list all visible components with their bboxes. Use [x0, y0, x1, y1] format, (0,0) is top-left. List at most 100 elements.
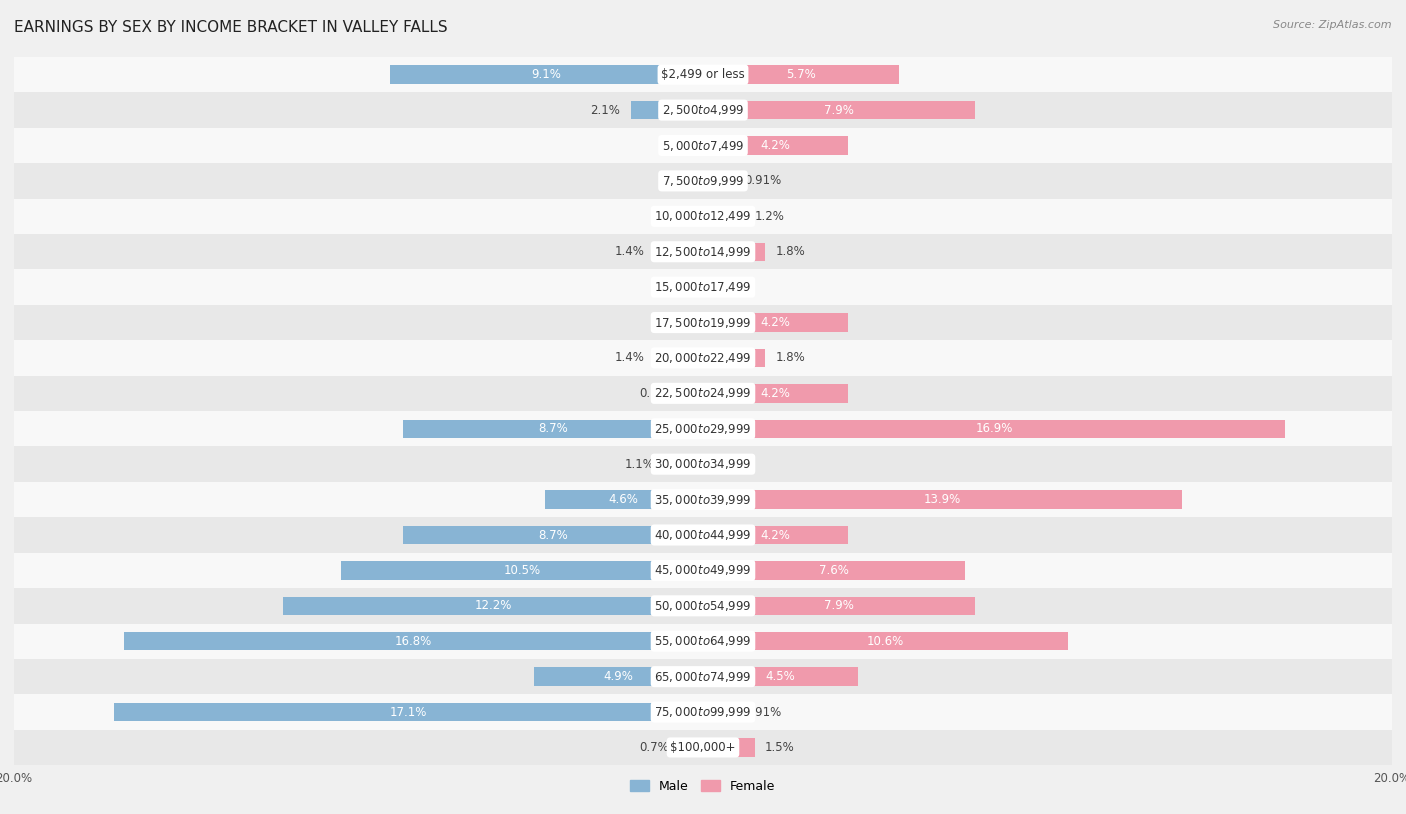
Text: $50,000 to $54,999: $50,000 to $54,999: [654, 599, 752, 613]
Text: $15,000 to $17,499: $15,000 to $17,499: [654, 280, 752, 294]
Bar: [655, 348, 703, 367]
Bar: [703, 597, 976, 615]
Text: 7.6%: 7.6%: [818, 564, 849, 577]
Bar: [14, 269, 1392, 304]
Text: 0.0%: 0.0%: [703, 281, 733, 294]
Text: 16.8%: 16.8%: [395, 635, 432, 648]
Bar: [703, 101, 976, 120]
Bar: [703, 632, 1069, 650]
Bar: [342, 561, 703, 580]
Text: 4.2%: 4.2%: [761, 387, 790, 400]
Bar: [14, 57, 1392, 92]
Text: 4.5%: 4.5%: [766, 670, 796, 683]
Text: $20,000 to $22,499: $20,000 to $22,499: [654, 351, 752, 365]
Bar: [14, 128, 1392, 163]
Text: 0.0%: 0.0%: [673, 316, 703, 329]
Text: $10,000 to $12,499: $10,000 to $12,499: [654, 209, 752, 223]
Text: 0.7%: 0.7%: [638, 387, 669, 400]
Bar: [14, 624, 1392, 659]
Text: $17,500 to $19,999: $17,500 to $19,999: [654, 316, 752, 330]
Text: $25,000 to $29,999: $25,000 to $29,999: [654, 422, 752, 435]
Text: $2,500 to $4,999: $2,500 to $4,999: [662, 103, 744, 117]
Bar: [14, 375, 1392, 411]
Text: $30,000 to $34,999: $30,000 to $34,999: [654, 457, 752, 471]
Text: 7.9%: 7.9%: [824, 599, 853, 612]
Bar: [283, 597, 703, 615]
Bar: [631, 101, 703, 120]
Bar: [534, 667, 703, 686]
Text: 4.2%: 4.2%: [761, 316, 790, 329]
Bar: [14, 92, 1392, 128]
Bar: [14, 518, 1392, 553]
Bar: [14, 694, 1392, 730]
Text: 8.7%: 8.7%: [538, 422, 568, 435]
Bar: [14, 588, 1392, 624]
Bar: [703, 243, 765, 261]
Bar: [14, 553, 1392, 588]
Text: 1.2%: 1.2%: [755, 210, 785, 223]
Text: $2,499 or less: $2,499 or less: [661, 68, 745, 81]
Text: 10.6%: 10.6%: [868, 635, 904, 648]
Text: 4.6%: 4.6%: [609, 493, 638, 506]
Bar: [14, 411, 1392, 446]
Bar: [14, 163, 1392, 199]
Text: 0.91%: 0.91%: [745, 706, 782, 719]
Text: $55,000 to $64,999: $55,000 to $64,999: [654, 634, 752, 648]
Text: 7.9%: 7.9%: [824, 103, 853, 116]
Text: 8.7%: 8.7%: [538, 528, 568, 541]
Bar: [544, 490, 703, 509]
Bar: [124, 632, 703, 650]
Bar: [703, 384, 848, 403]
Text: 4.9%: 4.9%: [603, 670, 634, 683]
Text: 1.4%: 1.4%: [614, 352, 644, 365]
Text: 10.5%: 10.5%: [503, 564, 541, 577]
Bar: [114, 702, 703, 721]
Text: 0.0%: 0.0%: [673, 281, 703, 294]
Bar: [14, 199, 1392, 234]
Bar: [703, 702, 734, 721]
Bar: [703, 65, 900, 84]
Bar: [703, 207, 744, 225]
Legend: Male, Female: Male, Female: [626, 775, 780, 798]
Bar: [655, 243, 703, 261]
Text: 4.2%: 4.2%: [761, 139, 790, 152]
Bar: [14, 482, 1392, 518]
Text: 0.0%: 0.0%: [703, 457, 733, 470]
Bar: [703, 667, 858, 686]
Text: 1.5%: 1.5%: [765, 741, 794, 754]
Text: 9.1%: 9.1%: [531, 68, 561, 81]
Text: $75,000 to $99,999: $75,000 to $99,999: [654, 705, 752, 719]
Bar: [665, 455, 703, 474]
Text: $35,000 to $39,999: $35,000 to $39,999: [654, 492, 752, 506]
Text: EARNINGS BY SEX BY INCOME BRACKET IN VALLEY FALLS: EARNINGS BY SEX BY INCOME BRACKET IN VAL…: [14, 20, 447, 35]
Bar: [703, 136, 848, 155]
Text: 1.8%: 1.8%: [775, 352, 806, 365]
Text: $65,000 to $74,999: $65,000 to $74,999: [654, 670, 752, 684]
Text: 0.7%: 0.7%: [638, 741, 669, 754]
Bar: [14, 730, 1392, 765]
Text: $100,000+: $100,000+: [671, 741, 735, 754]
Text: $40,000 to $44,999: $40,000 to $44,999: [654, 528, 752, 542]
Bar: [14, 340, 1392, 375]
Bar: [14, 659, 1392, 694]
Text: 2.1%: 2.1%: [591, 103, 620, 116]
Bar: [389, 65, 703, 84]
Text: 0.0%: 0.0%: [673, 174, 703, 187]
Bar: [404, 419, 703, 438]
Text: $7,500 to $9,999: $7,500 to $9,999: [662, 174, 744, 188]
Text: $12,500 to $14,999: $12,500 to $14,999: [654, 245, 752, 259]
Text: 1.1%: 1.1%: [624, 457, 655, 470]
Text: $22,500 to $24,999: $22,500 to $24,999: [654, 387, 752, 400]
Text: $45,000 to $49,999: $45,000 to $49,999: [654, 563, 752, 577]
Bar: [703, 738, 755, 757]
Bar: [404, 526, 703, 545]
Bar: [703, 313, 848, 332]
Text: 1.4%: 1.4%: [614, 245, 644, 258]
Bar: [679, 738, 703, 757]
Text: 4.2%: 4.2%: [761, 528, 790, 541]
Text: 13.9%: 13.9%: [924, 493, 962, 506]
Text: Source: ZipAtlas.com: Source: ZipAtlas.com: [1274, 20, 1392, 30]
Bar: [14, 234, 1392, 269]
Text: 0.91%: 0.91%: [745, 174, 782, 187]
Bar: [703, 526, 848, 545]
